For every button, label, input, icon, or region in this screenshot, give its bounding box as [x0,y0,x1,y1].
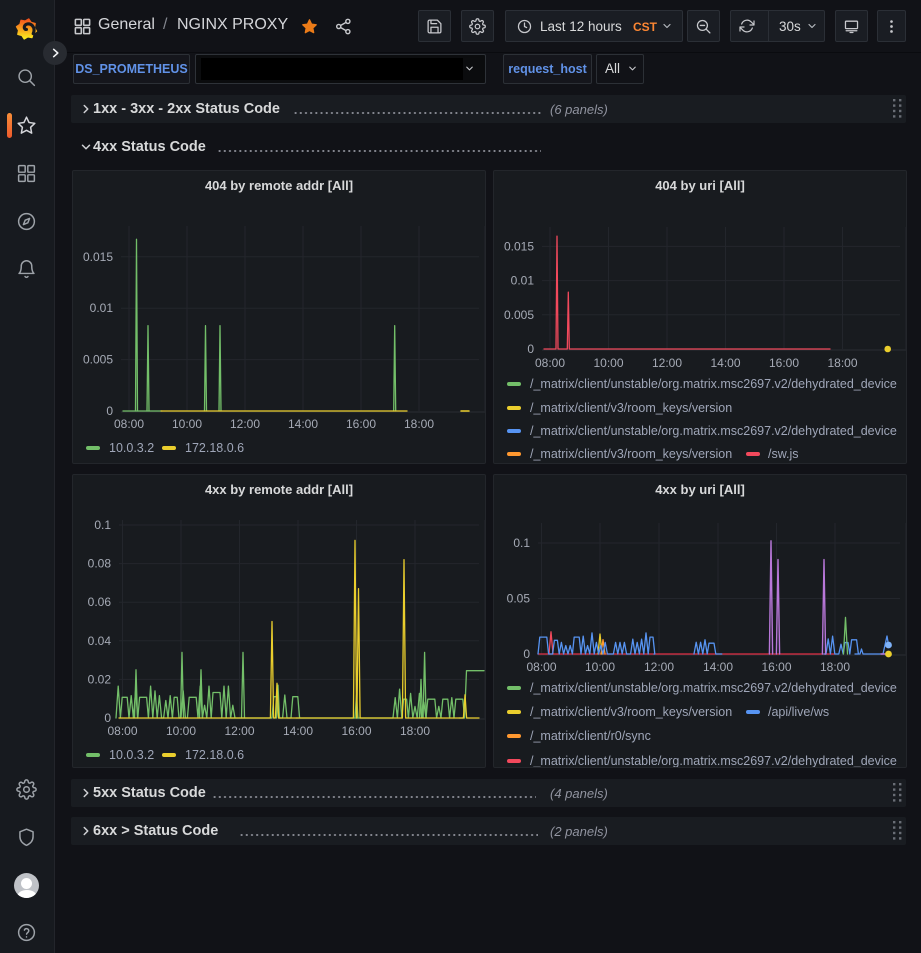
svg-text:10:00: 10:00 [593,356,623,370]
svg-text:16:00: 16:00 [769,356,799,370]
svg-text:0: 0 [527,342,534,356]
svg-text:10:00: 10:00 [585,660,615,674]
svg-text:0.005: 0.005 [504,308,534,322]
svg-text:12:00: 12:00 [652,356,682,370]
svg-text:08:00: 08:00 [107,724,137,738]
svg-text:0.015: 0.015 [504,239,534,253]
svg-text:0.01: 0.01 [90,301,114,315]
svg-text:0: 0 [104,711,111,725]
svg-text:12:00: 12:00 [230,417,260,431]
svg-text:0.06: 0.06 [88,595,112,609]
svg-text:0.08: 0.08 [88,557,112,571]
svg-text:18:00: 18:00 [827,356,857,370]
svg-text:0.01: 0.01 [511,274,535,288]
svg-text:10:00: 10:00 [166,724,196,738]
svg-text:0.05: 0.05 [507,592,531,606]
svg-text:0: 0 [523,647,530,661]
svg-text:0.005: 0.005 [83,353,113,367]
svg-text:16:00: 16:00 [761,660,791,674]
svg-text:12:00: 12:00 [644,660,674,674]
svg-text:18:00: 18:00 [820,660,850,674]
svg-text:08:00: 08:00 [535,356,565,370]
svg-text:12:00: 12:00 [224,724,254,738]
svg-text:0.1: 0.1 [94,518,111,532]
svg-text:0.015: 0.015 [83,250,113,264]
svg-text:0.04: 0.04 [88,634,112,648]
svg-text:08:00: 08:00 [526,660,556,674]
svg-text:14:00: 14:00 [710,356,740,370]
svg-text:0.02: 0.02 [88,672,112,686]
svg-text:10:00: 10:00 [172,417,202,431]
svg-text:18:00: 18:00 [404,417,434,431]
svg-text:14:00: 14:00 [703,660,733,674]
svg-text:16:00: 16:00 [341,724,371,738]
svg-text:18:00: 18:00 [400,724,430,738]
svg-text:0.1: 0.1 [513,536,530,550]
svg-text:08:00: 08:00 [114,417,144,431]
svg-text:14:00: 14:00 [288,417,318,431]
svg-text:0: 0 [106,404,113,418]
svg-text:16:00: 16:00 [346,417,376,431]
svg-text:14:00: 14:00 [283,724,313,738]
